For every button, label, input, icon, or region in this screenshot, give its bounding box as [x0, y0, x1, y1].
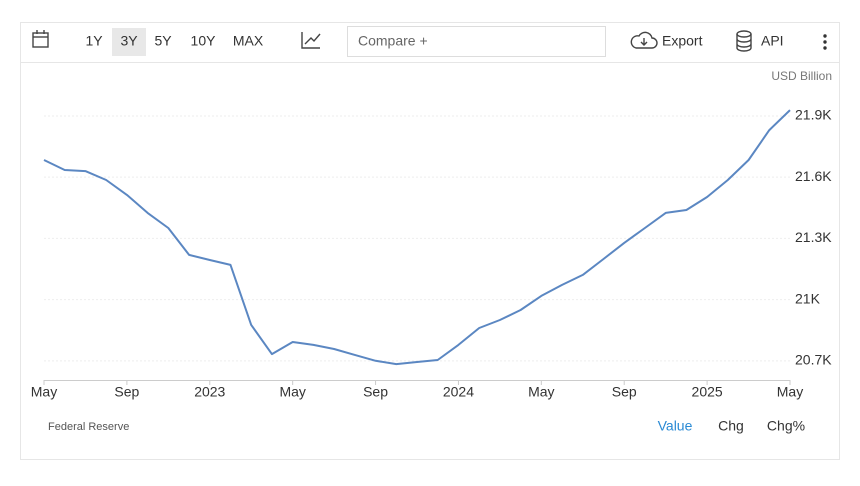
- y-tick-label: 21K: [795, 290, 821, 306]
- compare-box[interactable]: [347, 26, 606, 57]
- view-toggle[interactable]: Chg%: [767, 418, 805, 434]
- source-label: Federal Reserve: [48, 421, 129, 433]
- x-tick-label: May: [528, 384, 554, 400]
- menu-icon[interactable]: [823, 34, 827, 50]
- calendar-icon[interactable]: [32, 30, 49, 48]
- active-range-bg: [112, 28, 146, 56]
- x-tick-label: Sep: [612, 384, 637, 400]
- x-tick-label: Sep: [363, 384, 388, 400]
- range-button[interactable]: 3Y: [120, 33, 138, 49]
- export-button[interactable]: Export: [662, 33, 703, 49]
- view-toggle[interactable]: Value: [658, 418, 693, 434]
- unit-label: USD Billion: [771, 69, 832, 83]
- export-icon[interactable]: [630, 31, 658, 49]
- range-button[interactable]: 5Y: [154, 33, 172, 49]
- x-tick-label: May: [279, 384, 305, 400]
- data-line: [43, 109, 791, 366]
- range-button[interactable]: MAX: [233, 33, 264, 49]
- widget-border: [20, 22, 840, 460]
- range-button[interactable]: 1Y: [85, 33, 103, 49]
- x-tick-label: May: [31, 384, 57, 400]
- x-tick-label: 2023: [194, 384, 225, 400]
- range-button[interactable]: 10Y: [191, 33, 217, 49]
- x-tick-label: 2024: [443, 384, 474, 400]
- y-tick-label: 21.9K: [795, 107, 832, 123]
- api-icon[interactable]: [736, 30, 752, 52]
- compare-input[interactable]: Compare +: [358, 33, 428, 49]
- api-button[interactable]: API: [761, 33, 784, 49]
- x-tick-label: 2025: [692, 384, 723, 400]
- y-tick-label: 21.3K: [795, 229, 832, 245]
- x-tick-label: Sep: [114, 384, 139, 400]
- y-tick-label: 21.6K: [795, 168, 832, 184]
- chart-type-icon[interactable]: [301, 32, 321, 49]
- y-tick-label: 20.7K: [795, 352, 832, 368]
- view-toggle[interactable]: Chg: [718, 418, 744, 434]
- x-tick-label: May: [777, 384, 803, 400]
